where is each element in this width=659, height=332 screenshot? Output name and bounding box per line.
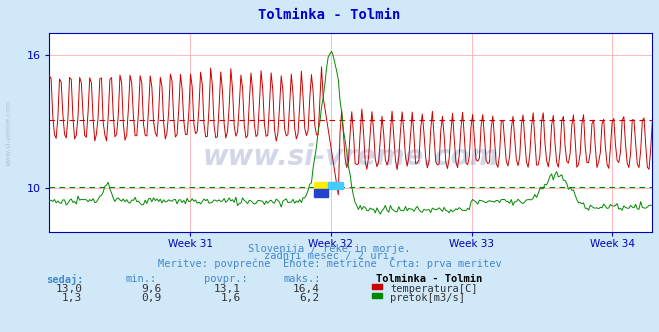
Text: temperatura[C]: temperatura[C]: [390, 284, 478, 294]
Text: min.:: min.:: [125, 274, 156, 284]
Text: 6,2: 6,2: [299, 293, 320, 303]
Text: sedaj:: sedaj:: [46, 274, 84, 285]
Text: 1,6: 1,6: [220, 293, 241, 303]
Text: Tolminka - Tolmin: Tolminka - Tolmin: [258, 8, 401, 22]
Text: 16,4: 16,4: [293, 284, 320, 294]
Text: povpr.:: povpr.:: [204, 274, 248, 284]
Text: 1,3: 1,3: [62, 293, 82, 303]
Text: Meritve: povprečne  Enote: metrične  Črta: prva meritev: Meritve: povprečne Enote: metrične Črta:…: [158, 257, 501, 269]
Text: Slovenija / reke in morje.: Slovenija / reke in morje.: [248, 244, 411, 254]
Text: www.si-vreme.com: www.si-vreme.com: [203, 143, 499, 171]
Text: zadnji mesec / 2 uri.: zadnji mesec / 2 uri.: [264, 251, 395, 261]
Text: Tolminka - Tolmin: Tolminka - Tolmin: [376, 274, 482, 284]
Text: pretok[m3/s]: pretok[m3/s]: [390, 293, 465, 303]
Text: maks.:: maks.:: [283, 274, 321, 284]
Text: 13,0: 13,0: [55, 284, 82, 294]
Text: 9,6: 9,6: [141, 284, 161, 294]
Text: www.si-vreme.com: www.si-vreme.com: [5, 100, 11, 166]
Text: 13,1: 13,1: [214, 284, 241, 294]
Text: 0,9: 0,9: [141, 293, 161, 303]
